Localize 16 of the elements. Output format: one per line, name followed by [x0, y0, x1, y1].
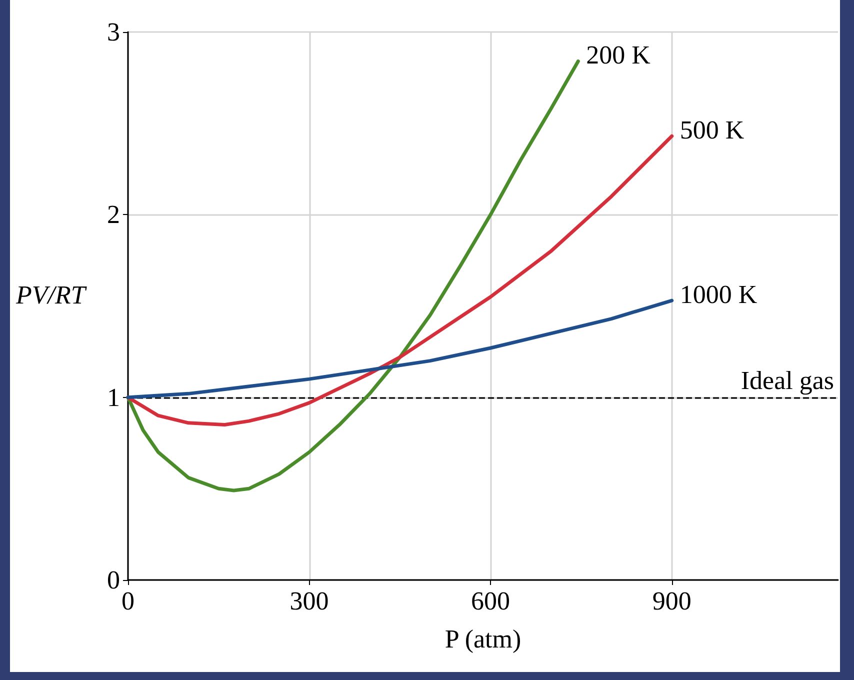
line-series	[126, 59, 580, 492]
y-tick-label: 2	[107, 200, 120, 230]
x-tick-label: 900	[652, 586, 692, 616]
series-label: 1000 K	[680, 280, 758, 310]
y-axis-title: PV/RT	[15, 280, 87, 310]
x-tick-label: 300	[290, 586, 329, 616]
line-series	[126, 134, 674, 426]
series-label: 200 K	[586, 40, 651, 70]
y-tick-label: 1	[107, 382, 120, 412]
x-tick-label: 600	[471, 586, 510, 616]
y-tick-label: 0	[107, 566, 120, 594]
y-tick-label: 3	[107, 18, 120, 46]
x-axis-title: P (atm)	[444, 624, 522, 654]
series-label: 500 K	[680, 116, 744, 145]
line-series	[126, 298, 674, 400]
ref-line-label: Ideal gas	[740, 366, 834, 395]
